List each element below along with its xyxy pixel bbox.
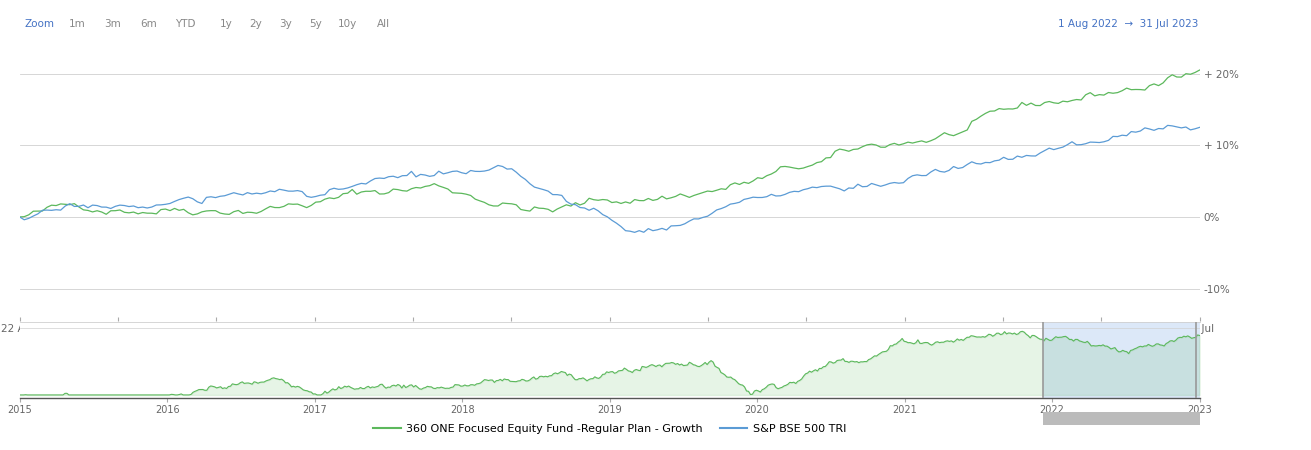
Text: All: All — [378, 18, 391, 28]
Text: 1 Aug 2022  →  31 Jul 2023: 1 Aug 2022 → 31 Jul 2023 — [1058, 18, 1198, 28]
Text: Zoom: Zoom — [25, 18, 54, 28]
Bar — [1042, 322, 1200, 398]
Text: 10y: 10y — [338, 18, 358, 28]
Text: 1m: 1m — [69, 18, 87, 28]
Text: 2y: 2y — [250, 18, 262, 28]
Text: YTD: YTD — [176, 18, 195, 28]
Text: 6m: 6m — [140, 18, 157, 28]
Text: 5y: 5y — [309, 18, 321, 28]
Legend: 360 ONE Focused Equity Fund -Regular Plan - Growth, S&P BSE 500 TRI: 360 ONE Focused Equity Fund -Regular Pla… — [368, 419, 851, 438]
Text: 1y: 1y — [220, 18, 233, 28]
Bar — [1042, 412, 1200, 425]
Text: 3y: 3y — [279, 18, 292, 28]
Text: 3m: 3m — [105, 18, 122, 28]
